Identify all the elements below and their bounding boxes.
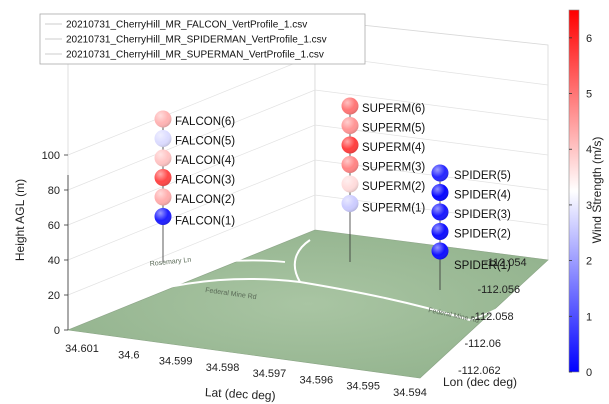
point-label: SUPERM(3) [362, 162, 425, 174]
y-tick-label: -112.062 [458, 365, 501, 377]
terrain-floor [66, 229, 549, 379]
x-tick-label: 34.594 [393, 387, 427, 399]
point-label: FALCON(4) [175, 155, 235, 167]
point-label: SUPERM(2) [362, 181, 425, 193]
profile-point-shade [341, 195, 359, 212]
point-label: FALCON(1) [175, 216, 235, 228]
point-label: SPIDER(2) [454, 229, 511, 241]
map-label-road: Rosemary Ln [149, 257, 191, 268]
x-tick-label: 34.595 [346, 381, 380, 393]
colorbar-tick-label: 3 [586, 200, 592, 212]
colorbar-label: Wind Strength (m/s) [590, 137, 604, 244]
legend: 20210731_CherryHill_MR_FALCON_VertProfil… [39, 13, 366, 65]
profile-point-shade [154, 188, 172, 206]
colorbar-tick-label: 1 [586, 311, 592, 323]
profile-point-shade [431, 184, 449, 201]
profile-point-shade [341, 97, 359, 115]
x-tick-label: 34.6 [118, 349, 139, 361]
y-axis-title: Lon (dec deg) [443, 375, 517, 389]
y-tick-label: -112.056 [478, 284, 521, 296]
x-tick-label: 34.598 [206, 362, 240, 374]
z-grid-line [67, 159, 549, 261]
colorbar-bar [568, 9, 580, 373]
x-tick-label: 34.601 [65, 343, 99, 355]
terrain-map: Federal Mine Rd Federal Mine Rd Rosemary… [66, 229, 549, 379]
y-tick-label: -112.054 [484, 257, 527, 269]
z-tick-label: 100 [42, 150, 60, 162]
z-tick-label: 80 [48, 185, 60, 197]
z-grid-line [67, 89, 549, 191]
road-branch [469, 289, 531, 321]
point-label: SPIDER(5) [454, 170, 511, 182]
z-tick-label: 40 [48, 255, 60, 267]
x-tick-label: 34.599 [159, 356, 193, 368]
colorbar: 0 1 2 3 4 5 6 Wind Strength (m/s) [568, 9, 604, 379]
point-label: SPIDER(1) [454, 260, 511, 272]
point-label: SUPERM(1) [362, 203, 425, 215]
x-tick-label: 34.596 [299, 374, 333, 386]
y-tick-label: -112.06 [465, 338, 502, 350]
y-tick-label: -112.058 [471, 311, 514, 323]
z-tick-label: 20 [48, 290, 60, 302]
legend-entry: 20210731_CherryHill_MR_SUPERMAN_VertProf… [66, 50, 324, 61]
profile-point-shade [154, 110, 172, 128]
point-label: SUPERM(5) [362, 123, 425, 135]
plot-box [67, 19, 549, 331]
point-label: FALCON(5) [175, 136, 235, 148]
profile-point-shade [154, 169, 172, 186]
x-tick-label: 34.597 [253, 368, 287, 380]
colorbar-tick-label: 5 [586, 89, 592, 101]
z-axis-title: Height AGL (m) [13, 179, 27, 261]
point-label: SPIDER(4) [454, 190, 511, 202]
x-axis: 34.601 34.6 34.599 34.598 34.597 34.596 34.595… [65, 343, 427, 399]
profile-point-shade [431, 242, 449, 260]
profile-point-shade [431, 223, 449, 240]
profile-point-shade [431, 164, 449, 182]
point-label: FALCON(6) [175, 116, 235, 128]
road-federal-mine-2 [293, 239, 311, 283]
profile-point-shade [341, 156, 359, 173]
point-label: FALCON(3) [175, 175, 235, 187]
point-label: SPIDER(3) [454, 209, 511, 221]
profiles: FALCON(1) FALCON(2) FALCON(3) FALCON(4) FALC… [154, 97, 511, 290]
profile-point-shade [431, 203, 449, 221]
profile-point-shade [154, 149, 172, 167]
profile-point-shade [154, 130, 172, 147]
colorbar-tick-label: 6 [586, 33, 592, 45]
profile-point-shade [341, 136, 359, 154]
colorbar-ticks: 0 1 2 3 4 5 6 [569, 33, 592, 379]
colorbar-tick-label: 2 [586, 256, 592, 268]
z-tick-label: 0 [54, 325, 60, 337]
profile-point-shade [341, 117, 359, 134]
z-grid-line [67, 194, 549, 296]
legend-box [39, 13, 366, 65]
legend-entry: 20210731_CherryHill_MR_FALCON_VertProfil… [66, 20, 307, 31]
point-label: SUPERM(4) [362, 142, 425, 154]
x-axis-title: Lat (dec deg) [205, 385, 276, 403]
legend-entry: 20210731_CherryHill_MR_SPIDERMAN_VertPro… [66, 35, 327, 46]
z-grid-line [67, 124, 549, 226]
point-label: SUPERM(6) [362, 103, 425, 115]
y-axis: -112.054 -112.056 -112.058 -112.06 -112.062 [458, 257, 527, 377]
point-label: FALCON(2) [175, 194, 235, 206]
road-rosemary [159, 259, 286, 271]
colorbar-tick-label: 4 [586, 144, 592, 156]
profile-point-shade [154, 208, 172, 225]
z-axis: 0 20 40 60 80 100 [42, 150, 69, 337]
z-tick-label: 60 [48, 220, 60, 232]
colorbar-tick-label: 0 [586, 367, 592, 379]
profile-point-shade [341, 175, 359, 193]
